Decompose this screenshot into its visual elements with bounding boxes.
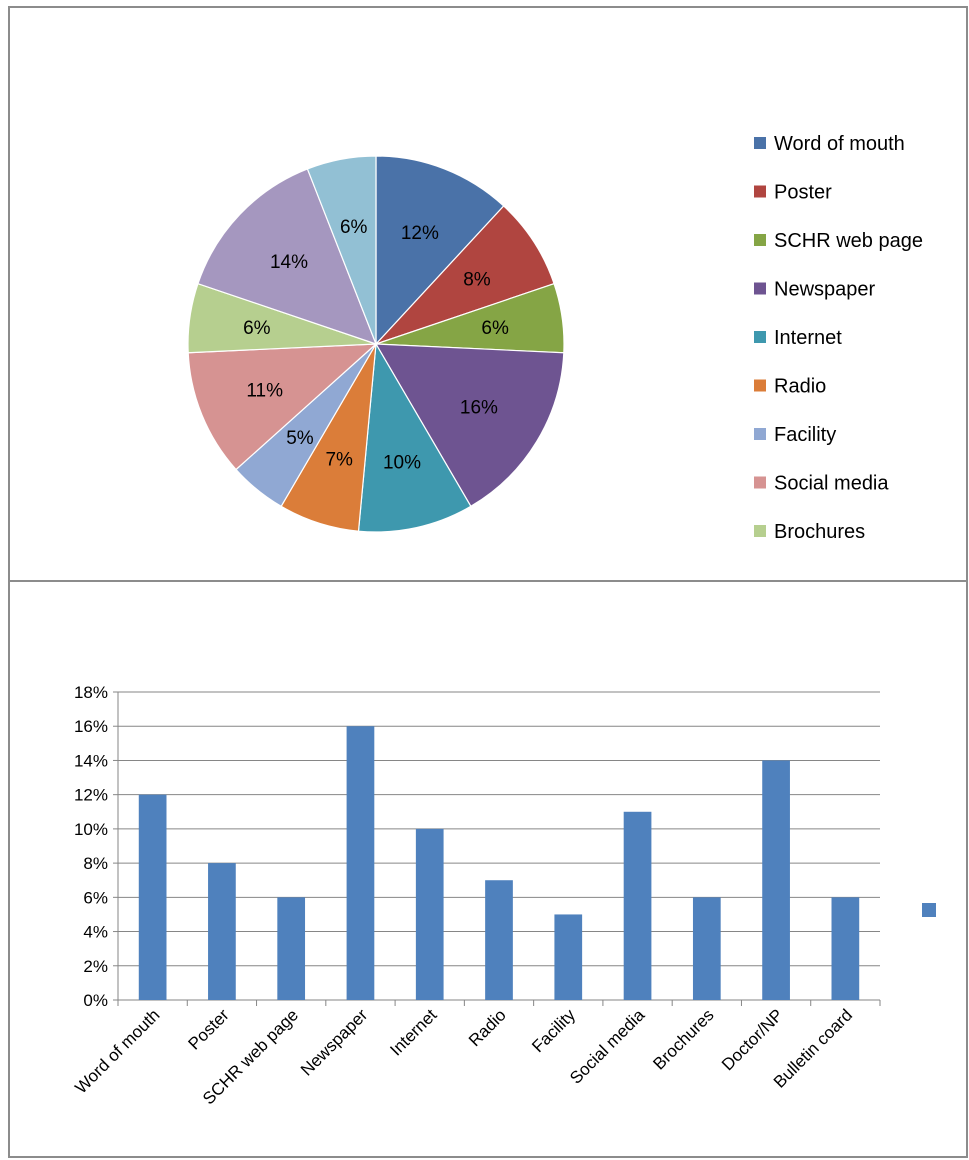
pie-chart-panel: 12% 8% 6% 16% 10% 7% 5% 11% 6% 14% 6% Word of mouth… xyxy=(8,6,968,582)
bar-brochures xyxy=(692,897,721,1000)
legend-swatch-social-media xyxy=(754,476,766,489)
bar-legend-swatch xyxy=(922,903,936,917)
bar-word-of-mouth xyxy=(138,794,167,1000)
pie-slice-label-bulletin-coard: 6% xyxy=(340,217,368,238)
pie-slice-label-brochures: 6% xyxy=(243,318,271,339)
pie-slice-label-internet: 10% xyxy=(383,452,421,473)
y-tick-label: 18% xyxy=(74,683,108,702)
legend-label-word-of-mouth: Word of mouth xyxy=(774,133,905,155)
pie-legend: Word of mouth Poster SCHR web page Newspape… xyxy=(754,133,923,543)
pie-slice-internet xyxy=(357,342,472,533)
x-category-label-facility: Facility xyxy=(528,1005,579,1056)
y-tick-label: 2% xyxy=(83,957,108,976)
y-tick-label: 10% xyxy=(74,820,108,839)
x-category-label-internet: Internet xyxy=(386,1005,440,1059)
bar-facility xyxy=(554,914,583,1000)
legend-label-social-media: Social media xyxy=(774,473,889,495)
pie-slice-label-schr-web-page: 6% xyxy=(481,318,509,339)
pie-slice-label-social-media: 11% xyxy=(246,381,283,402)
pie-slice-label-newspaper: 16% xyxy=(460,397,498,418)
bar-bulletin-coard xyxy=(831,897,860,1000)
pie-slice-labels: 12% 8% 6% 16% 10% 7% 5% 11% 6% 14% 6% xyxy=(243,217,509,474)
bar-chart: 0% 2% 4% 6% 8% 10% 12% 14% 16% 18% Word of mouth Po… xyxy=(71,683,936,1108)
y-tick-label: 14% xyxy=(74,751,108,770)
y-axis-ticks: 0% 2% 4% 6% 8% 10% 12% 14% 16% 18% xyxy=(74,683,118,1010)
bar-schr-web-page xyxy=(277,897,306,1000)
y-tick-label: 4% xyxy=(83,923,108,942)
pie-slice-doctor-np xyxy=(197,168,378,345)
bar-doctor-np xyxy=(762,760,790,1000)
pie-slice-label-poster: 8% xyxy=(463,270,491,291)
legend-label-schr-web-page: SCHR web page xyxy=(774,230,923,252)
y-tick-label: 0% xyxy=(83,991,108,1010)
bar-chart-panel: 0% 2% 4% 6% 8% 10% 12% 14% 16% 18% Word of mouth Po… xyxy=(8,580,968,1158)
legend-label-facility: Facility xyxy=(774,424,836,446)
x-axis-ticks xyxy=(117,1000,881,1006)
legend-swatch-poster xyxy=(754,185,766,198)
bar-radio xyxy=(485,880,513,1000)
pie-slice-label-facility: 5% xyxy=(286,428,314,449)
legend-swatch-brochures xyxy=(754,525,766,537)
bar-social-media xyxy=(623,811,652,1000)
pie-slice-bulletin-coard xyxy=(306,155,377,345)
legend-swatch-word-of-mouth xyxy=(754,137,766,149)
legend-swatch-radio xyxy=(754,379,766,392)
x-category-label-word-of-mouth: Word of mouth xyxy=(71,1005,163,1097)
x-category-label-newspaper: Newspaper xyxy=(297,1005,371,1079)
legend-swatch-facility xyxy=(754,428,766,440)
y-tick-label: 16% xyxy=(74,717,108,736)
bar-poster xyxy=(208,863,236,1000)
pie-slice-label-word-of-mouth: 12% xyxy=(401,223,439,244)
x-category-label-doctor-np: Doctor/NP xyxy=(718,1005,787,1074)
bars xyxy=(138,726,860,1000)
pie-slice-social-media xyxy=(187,343,378,471)
pie-slice-label-doctor-np: 14% xyxy=(270,252,308,273)
legend-swatch-schr-web-page xyxy=(754,234,766,246)
x-category-label-radio: Radio xyxy=(465,1005,510,1050)
legend-label-poster: Poster xyxy=(774,182,832,204)
y-tick-label: 6% xyxy=(83,888,108,907)
legend-swatch-newspaper xyxy=(754,282,766,295)
pie-chart: 12% 8% 6% 16% 10% 7% 5% 11% 6% 14% 6% Word of mouth… xyxy=(187,133,923,543)
pie-slice-newspaper xyxy=(374,343,565,508)
legend-label-brochures: Brochures xyxy=(774,521,865,543)
pie-slice-label-radio: 7% xyxy=(325,450,353,471)
pie-slices xyxy=(187,155,565,533)
y-tick-label: 8% xyxy=(83,854,108,873)
legend-label-newspaper: Newspaper xyxy=(774,279,876,301)
x-category-label-social-media: Social media xyxy=(566,1005,649,1088)
bar-newspaper xyxy=(346,726,375,1000)
pie-slice-word-of-mouth xyxy=(375,155,505,346)
legend-swatch-internet xyxy=(754,331,766,343)
bar-internet xyxy=(415,828,444,1000)
pie-slice-poster xyxy=(375,205,555,345)
y-tick-label: 12% xyxy=(74,786,108,805)
x-category-label-brochures: Brochures xyxy=(649,1005,717,1073)
legend-label-internet: Internet xyxy=(774,327,842,349)
x-category-label-poster: Poster xyxy=(185,1005,233,1053)
legend-label-radio: Radio xyxy=(774,376,826,398)
